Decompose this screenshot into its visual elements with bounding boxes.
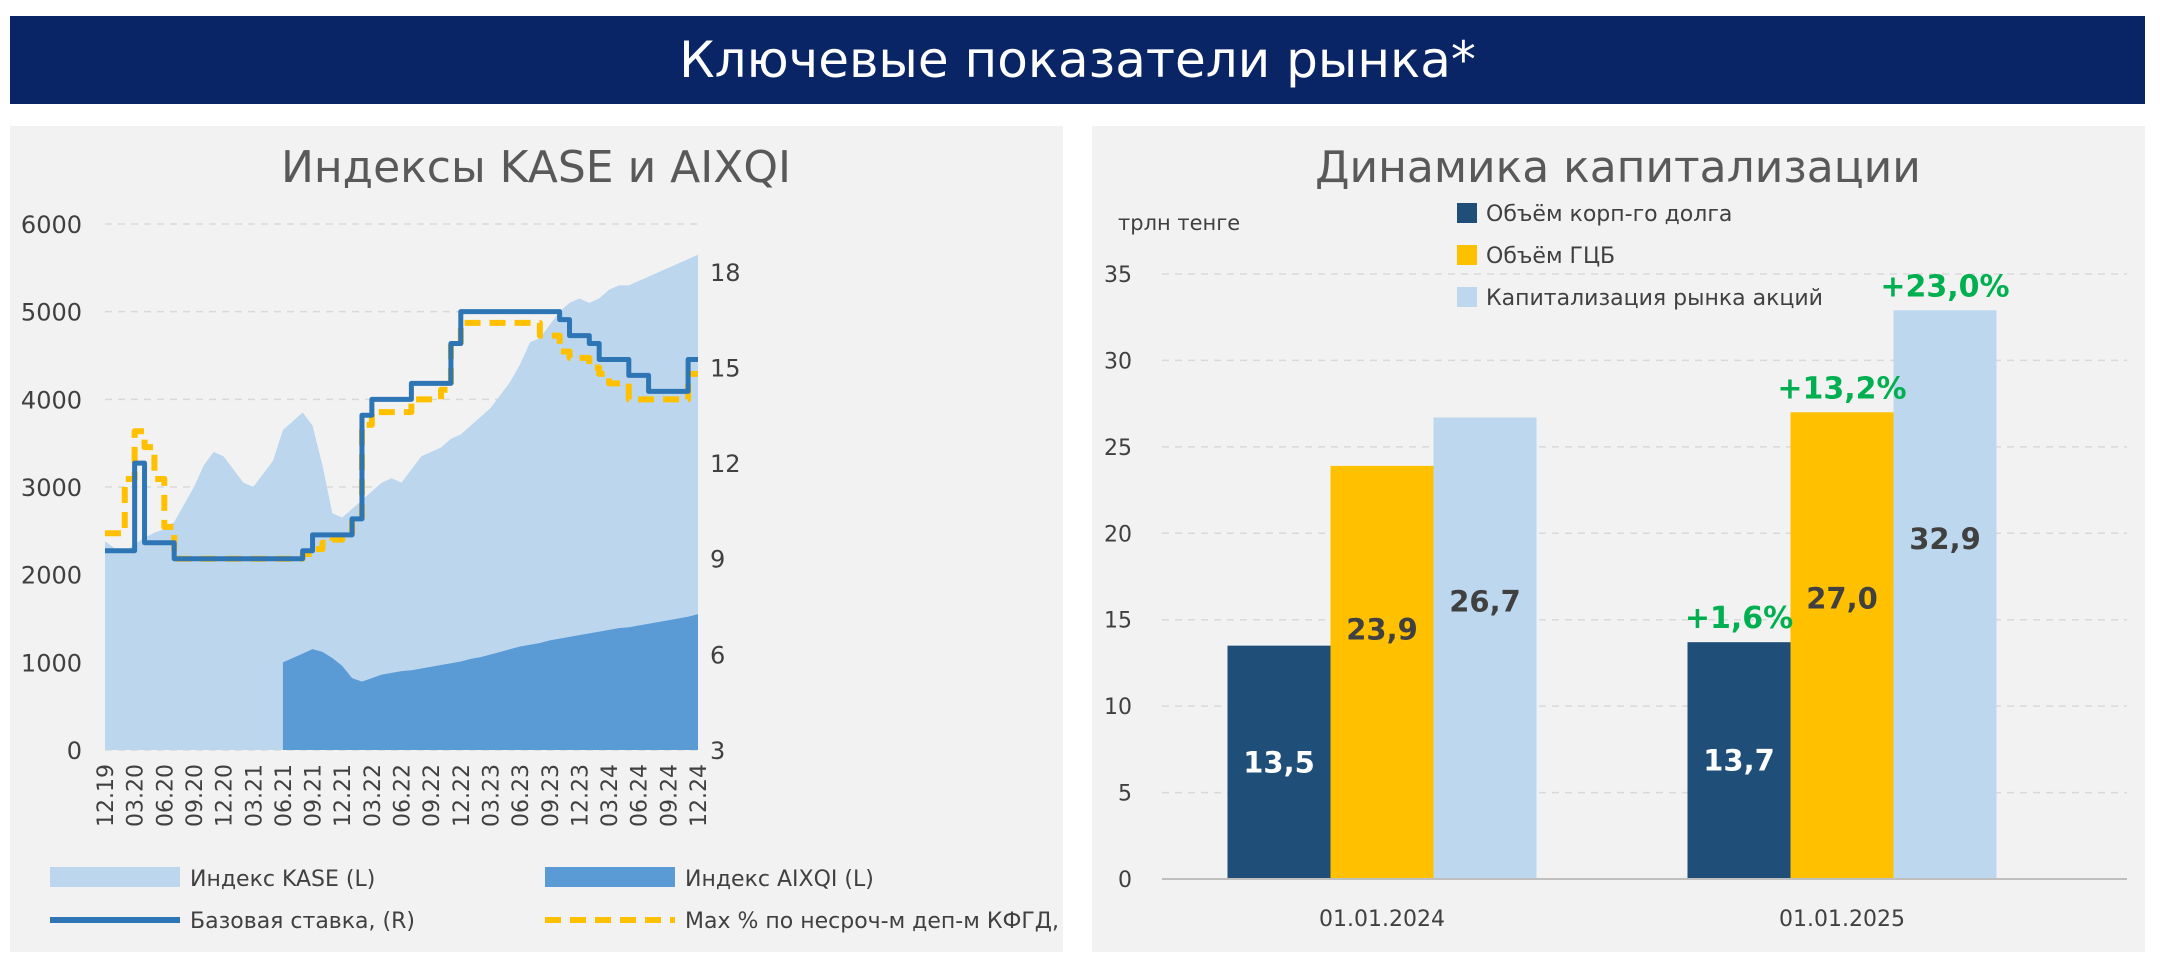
x-tick-label: 12.21 [331, 764, 356, 827]
x-tick-label: 09.23 [539, 764, 564, 827]
x-tick-label: 03.20 [124, 764, 149, 827]
y-tick-label-right: 6 [710, 641, 725, 669]
legend-swatch-aixqi [545, 867, 675, 887]
kase-aixqi-chart: Индексы KASE и AIXQI 0 1000 2000 3000 4000 50… [21, 142, 1063, 934]
y-tick-label-right: 3 [710, 737, 725, 765]
y-tick-label: 35 [1104, 263, 1132, 288]
x-tick-label: 03.22 [361, 764, 386, 827]
y-tick-label: 25 [1104, 436, 1132, 461]
x-tick-label: 12.24 [687, 764, 712, 827]
y-tick-label-left: 6000 [21, 211, 82, 239]
y-tick-label: 10 [1104, 695, 1132, 720]
data-label: 23,9 [1346, 612, 1418, 646]
bar-corporate-debt [1687, 642, 1791, 879]
x-tick-label: 06.22 [391, 764, 416, 827]
y-tick-label: 30 [1104, 349, 1132, 374]
x-tick-label: 12.19 [94, 764, 119, 827]
y-tick-label-left: 1000 [21, 649, 82, 677]
y-tick-label-left: 2000 [21, 562, 82, 590]
x-tick-label: 06.23 [509, 764, 534, 827]
y-tick-label-right: 15 [710, 354, 741, 382]
x-tick-label: 06.20 [153, 764, 178, 827]
data-label: 26,7 [1449, 584, 1521, 618]
y-tick-label-left: 4000 [21, 386, 82, 414]
bar-government-bonds [1330, 465, 1434, 879]
x-tick-label: 06.21 [272, 764, 297, 827]
x-tick-label: 09.20 [183, 764, 208, 827]
kase-aixqi-chart-panel: Индексы KASE и AIXQI 0 1000 2000 3000 4000 50… [10, 126, 1063, 952]
x-tick-label: 12.20 [213, 764, 238, 827]
x-tick-label: 09.22 [420, 764, 445, 827]
base-rate-line [105, 309, 698, 562]
growth-label: +23,0% [1880, 269, 2009, 304]
legend-swatch [1457, 287, 1477, 307]
legend-label-kase: Индекс KASE (L) [190, 867, 375, 892]
y-tick-label-left: 5000 [21, 299, 82, 327]
x-tick-label: 09.21 [302, 764, 327, 827]
y-tick-label: 0 [1118, 868, 1132, 893]
chart-title: Динамика капитализации [1315, 142, 1921, 193]
x-tick-label: 09.24 [657, 764, 682, 827]
y-tick-label: 5 [1118, 782, 1132, 807]
y-axis-unit-label: трлн тенге [1118, 211, 1240, 235]
legend-label-max-rate: Max % по несроч-м деп-м КФГД, (R) [685, 909, 1063, 934]
data-label: 13,7 [1703, 744, 1775, 778]
bar-corporate-debt [1227, 645, 1331, 879]
title-banner: Ключевые показатели рынка* [10, 16, 2145, 104]
x-category-label: 01.01.2025 [1779, 907, 1905, 932]
capitalization-chart: Динамика капитализации трлн тенге 13,5 23… [1104, 142, 2127, 932]
legend-label-base-rate: Базовая ставка, (R) [190, 909, 415, 934]
x-tick-label: 03.21 [242, 764, 267, 827]
x-tick-label: 03.24 [598, 764, 623, 827]
bar-equity-capitalization [1893, 310, 1997, 879]
x-tick-label: 06.24 [628, 764, 653, 827]
y-tick-label-right: 12 [710, 450, 741, 478]
growth-label: +13,2% [1777, 371, 1906, 406]
data-label: 13,5 [1243, 745, 1315, 779]
legend-swatch-kase [50, 867, 180, 887]
x-tick-label: 03.23 [479, 764, 504, 827]
capitalization-chart-panel: Динамика капитализации трлн тенге 13,5 23… [1092, 126, 2145, 952]
x-category-label: 01.01.2024 [1319, 907, 1445, 932]
y-tick-label: 20 [1104, 522, 1132, 547]
max-deposit-rate-line [105, 319, 698, 562]
growth-label: +1,6% [1685, 601, 1793, 636]
y-tick-label-right: 18 [710, 259, 741, 287]
legend-label: Объём ГЦБ [1486, 244, 1615, 269]
legend-label-aixqi: Индекс AIXQI (L) [685, 867, 874, 892]
y-tick-label-left: 0 [67, 737, 82, 765]
aixqi-index-area [282, 614, 698, 750]
legend-label: Объём корп-го долга [1486, 202, 1732, 227]
data-label: 32,9 [1909, 522, 1981, 556]
y-tick-label: 15 [1104, 609, 1132, 634]
kase-index-area [105, 254, 698, 750]
data-label: 27,0 [1806, 581, 1878, 615]
bar-equity-capitalization [1433, 417, 1537, 879]
legend-swatch [1457, 245, 1477, 265]
y-tick-label-right: 9 [710, 546, 725, 574]
banner-title: Ключевые показатели рынка* [679, 31, 1476, 89]
legend-label: Капитализация рынка акций [1486, 286, 1823, 311]
legend-swatch [1457, 203, 1477, 223]
x-tick-label: 12.23 [568, 764, 593, 827]
bar-government-bonds [1790, 412, 1894, 879]
chart-title: Индексы KASE и AIXQI [281, 142, 791, 193]
x-tick-label: 12.22 [450, 764, 475, 827]
y-tick-label-left: 3000 [21, 474, 82, 502]
